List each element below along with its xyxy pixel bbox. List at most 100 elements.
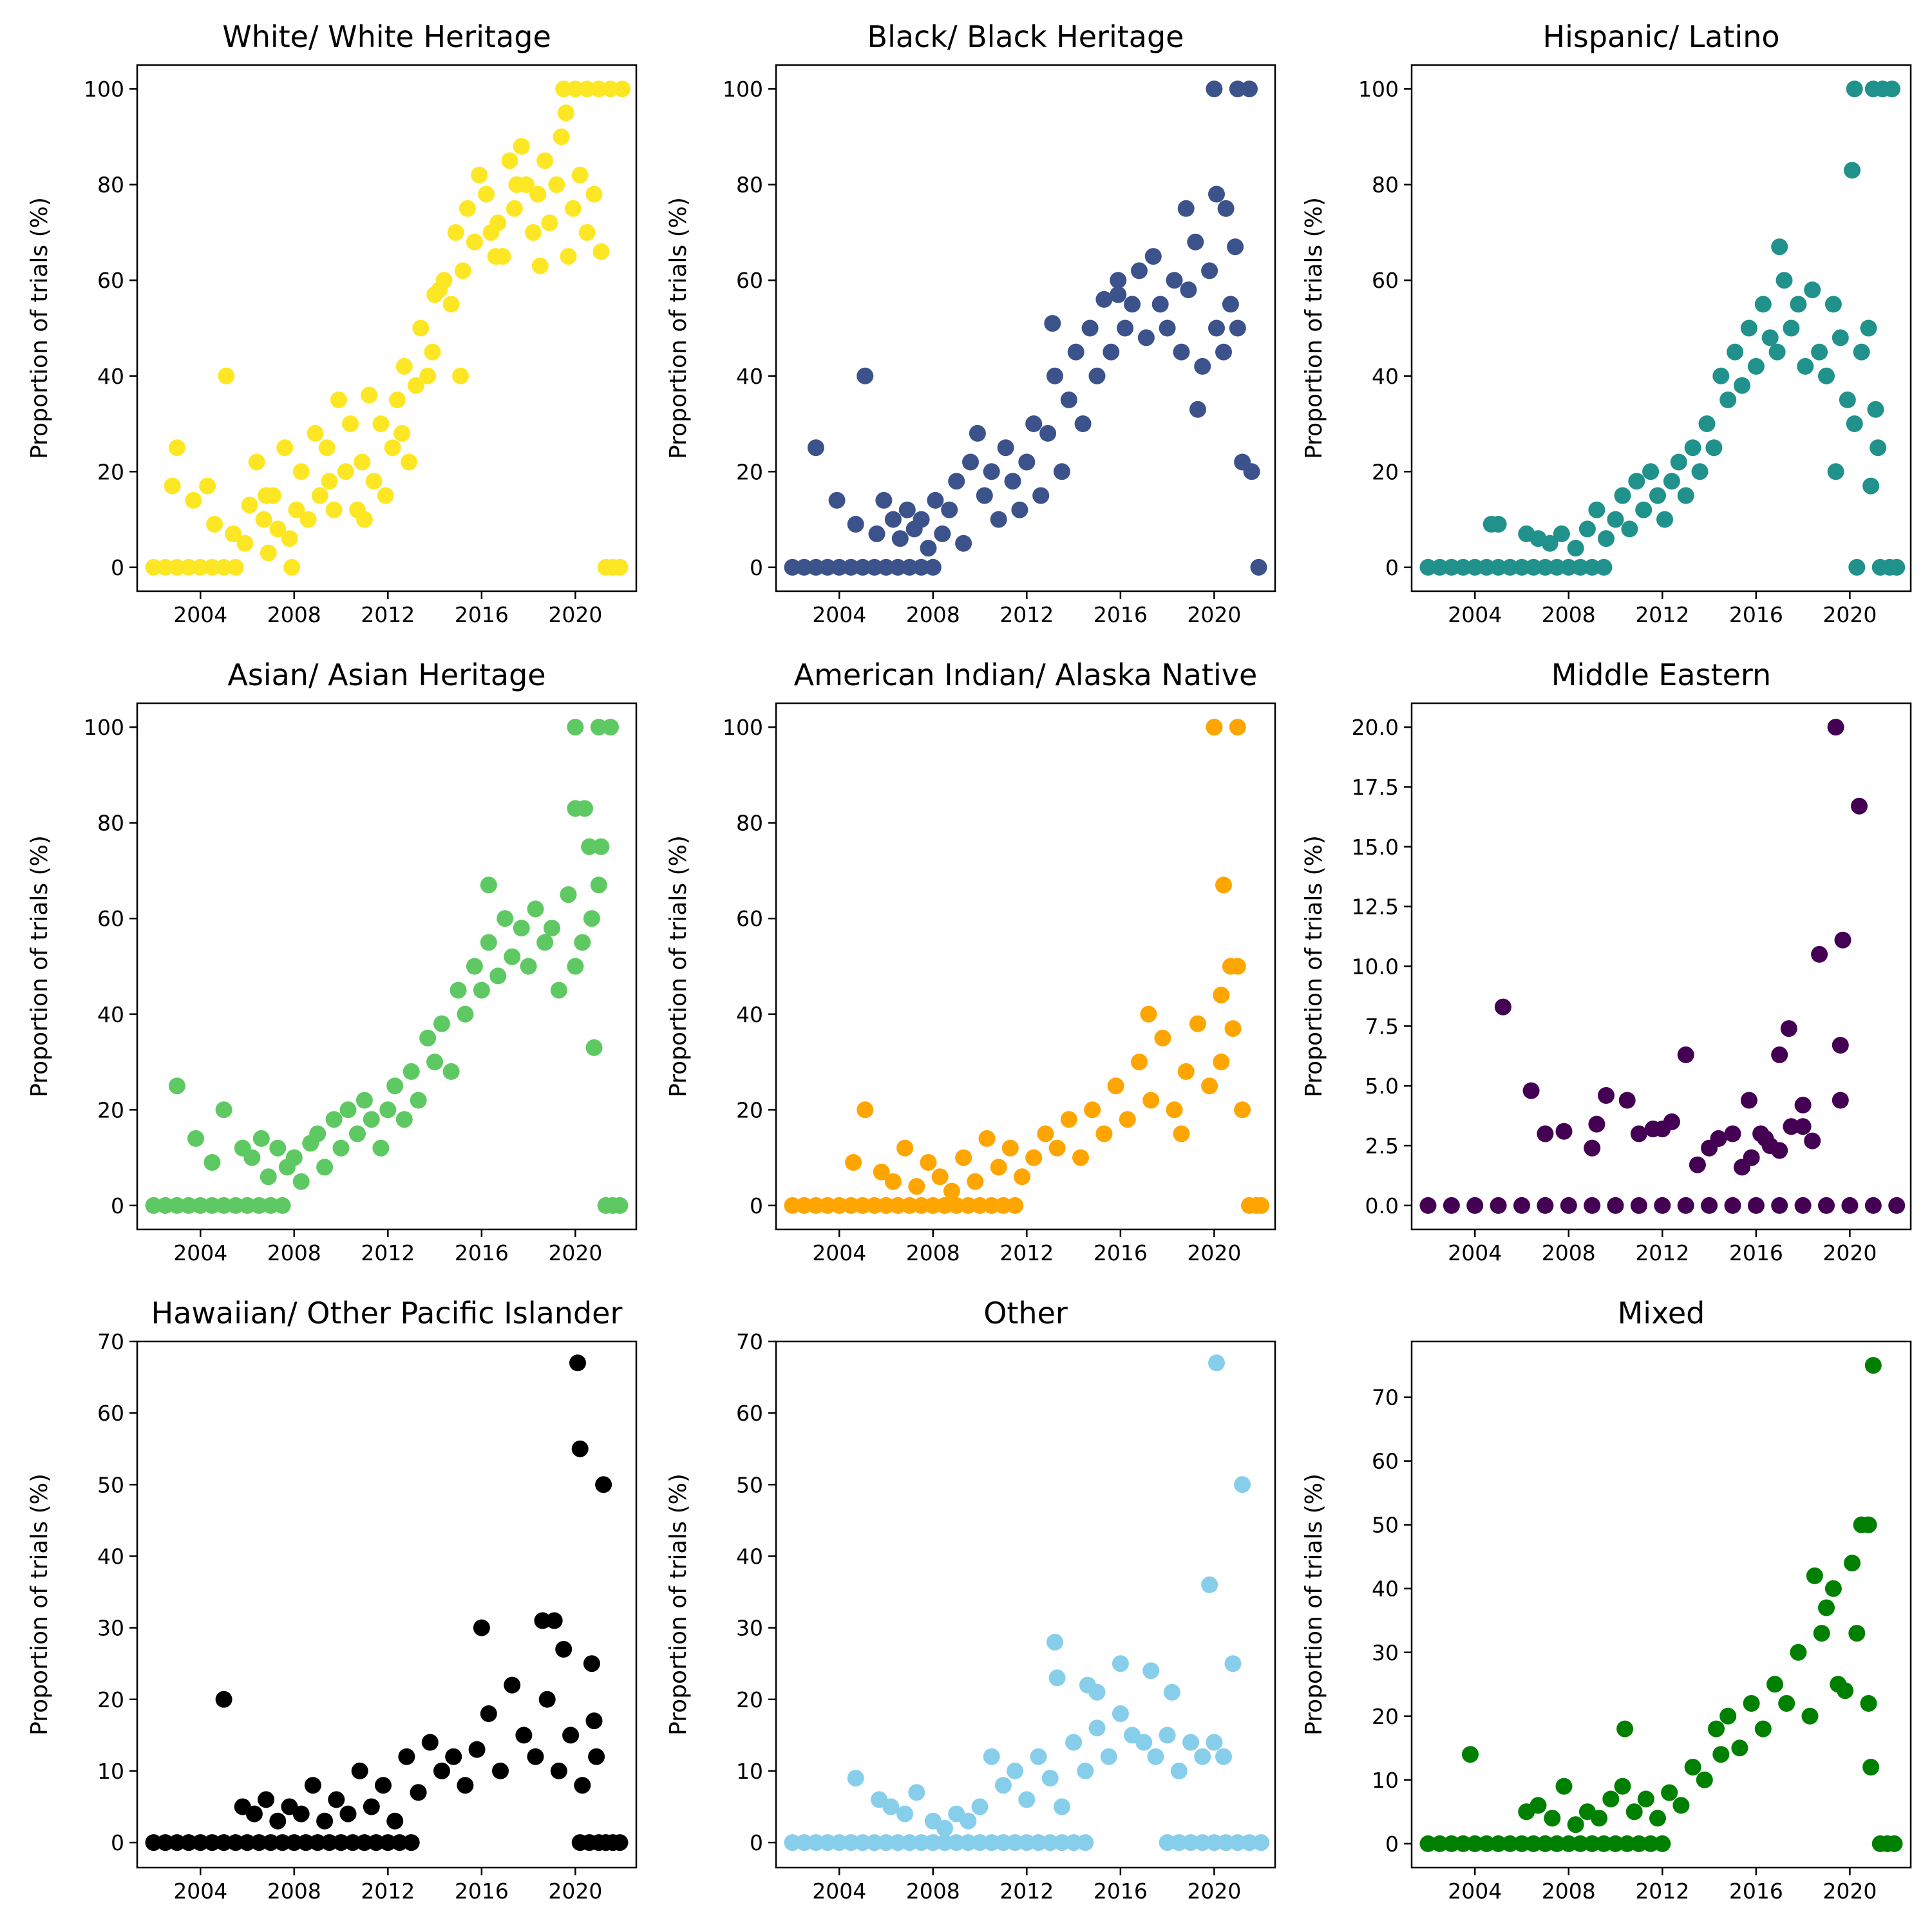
y-tick-label: 100 xyxy=(84,715,124,740)
data-point xyxy=(550,981,567,999)
data-point xyxy=(1053,1798,1070,1815)
subplot-title: American Indian/ Alaska Native xyxy=(794,658,1258,692)
data-point xyxy=(192,1834,209,1852)
data-point xyxy=(1163,1683,1180,1701)
data-point xyxy=(976,487,993,504)
data-point xyxy=(1572,558,1589,576)
data-point xyxy=(424,343,441,361)
data-point xyxy=(185,491,202,509)
data-point xyxy=(1864,1357,1882,1374)
data-point xyxy=(1684,1759,1701,1776)
data-point xyxy=(395,1111,413,1128)
data-point xyxy=(1177,200,1195,217)
data-point xyxy=(1710,1130,1727,1147)
x-tick-label: 2016 xyxy=(1094,602,1148,627)
data-point xyxy=(1112,1705,1129,1722)
data-point xyxy=(1222,958,1239,975)
y-tick-label: 80 xyxy=(736,811,763,836)
data-point xyxy=(590,80,607,98)
y-tick-label: 17.5 xyxy=(1352,775,1399,800)
data-point xyxy=(1734,377,1750,394)
data-point xyxy=(1642,463,1660,480)
data-point xyxy=(426,1054,444,1070)
data-point xyxy=(1501,1835,1519,1852)
data-point xyxy=(924,1834,942,1852)
y-tick-label: 60 xyxy=(1372,268,1399,293)
plot-frame xyxy=(775,64,1276,592)
data-point xyxy=(1771,238,1788,256)
data-point xyxy=(913,1834,930,1852)
data-point xyxy=(611,1197,629,1214)
data-point xyxy=(819,558,836,576)
data-point xyxy=(1201,1077,1218,1095)
data-point xyxy=(410,1092,427,1109)
data-point xyxy=(913,1197,930,1214)
data-point xyxy=(1187,233,1204,251)
data-point xyxy=(168,558,185,576)
data-point xyxy=(941,501,958,518)
data-point xyxy=(204,558,221,576)
data-point xyxy=(1794,1096,1812,1113)
data-point xyxy=(1862,477,1880,495)
data-point xyxy=(1466,1197,1484,1214)
data-point xyxy=(1743,1149,1760,1166)
data-point xyxy=(1555,1122,1573,1140)
data-point xyxy=(1250,558,1267,576)
data-point xyxy=(1048,1669,1066,1687)
data-point xyxy=(896,1805,914,1823)
data-point xyxy=(548,176,565,193)
subplot-7: Hawaiian/ Other Pacific Islander Proporti… xyxy=(26,1296,638,1904)
data-point xyxy=(1747,357,1765,375)
data-point xyxy=(321,1834,338,1852)
y-axis-label: Proportion of trials (%) xyxy=(1301,197,1327,459)
data-point xyxy=(1478,1835,1495,1852)
data-point xyxy=(920,1154,937,1171)
data-point xyxy=(819,1834,836,1852)
data-point xyxy=(248,453,265,471)
data-point xyxy=(402,1834,420,1852)
data-point xyxy=(1797,357,1814,375)
data-point xyxy=(1548,558,1566,576)
data-point xyxy=(1712,367,1730,384)
data-point xyxy=(489,967,507,985)
data-point xyxy=(1883,80,1900,98)
data-point xyxy=(1159,1727,1176,1744)
data-point xyxy=(943,1182,960,1200)
y-tick-label: 30 xyxy=(1372,1640,1399,1665)
data-point xyxy=(283,558,301,576)
data-point xyxy=(1018,1834,1036,1852)
data-point xyxy=(592,243,610,260)
data-point xyxy=(1018,1791,1036,1808)
data-point xyxy=(504,1676,521,1694)
x-tick-label: 2016 xyxy=(1094,1240,1148,1265)
data-point xyxy=(1663,473,1680,490)
data-point xyxy=(1607,1835,1624,1852)
data-point xyxy=(819,1197,836,1214)
data-point xyxy=(936,1819,953,1837)
y-tick-label: 40 xyxy=(1372,364,1399,389)
data-point xyxy=(239,1834,256,1852)
data-point xyxy=(1813,1625,1830,1642)
data-point xyxy=(971,1834,989,1852)
data-point xyxy=(960,1812,977,1830)
data-point xyxy=(180,1834,197,1852)
data-point xyxy=(480,934,497,951)
data-point xyxy=(1525,558,1542,576)
data-point xyxy=(1154,1029,1171,1046)
data-point xyxy=(307,424,324,442)
data-point xyxy=(204,1834,221,1852)
data-point xyxy=(466,958,483,975)
data-point xyxy=(1766,1676,1783,1693)
x-tick-label: 2012 xyxy=(361,602,415,627)
y-tick-label: 20 xyxy=(97,1097,124,1122)
data-point xyxy=(1039,424,1057,442)
data-point xyxy=(1663,1113,1680,1130)
data-point xyxy=(1215,1748,1232,1765)
data-point xyxy=(1804,1132,1821,1150)
data-point xyxy=(1095,290,1113,308)
data-point xyxy=(206,516,223,533)
data-point xyxy=(1548,1835,1566,1852)
data-point xyxy=(337,463,354,480)
